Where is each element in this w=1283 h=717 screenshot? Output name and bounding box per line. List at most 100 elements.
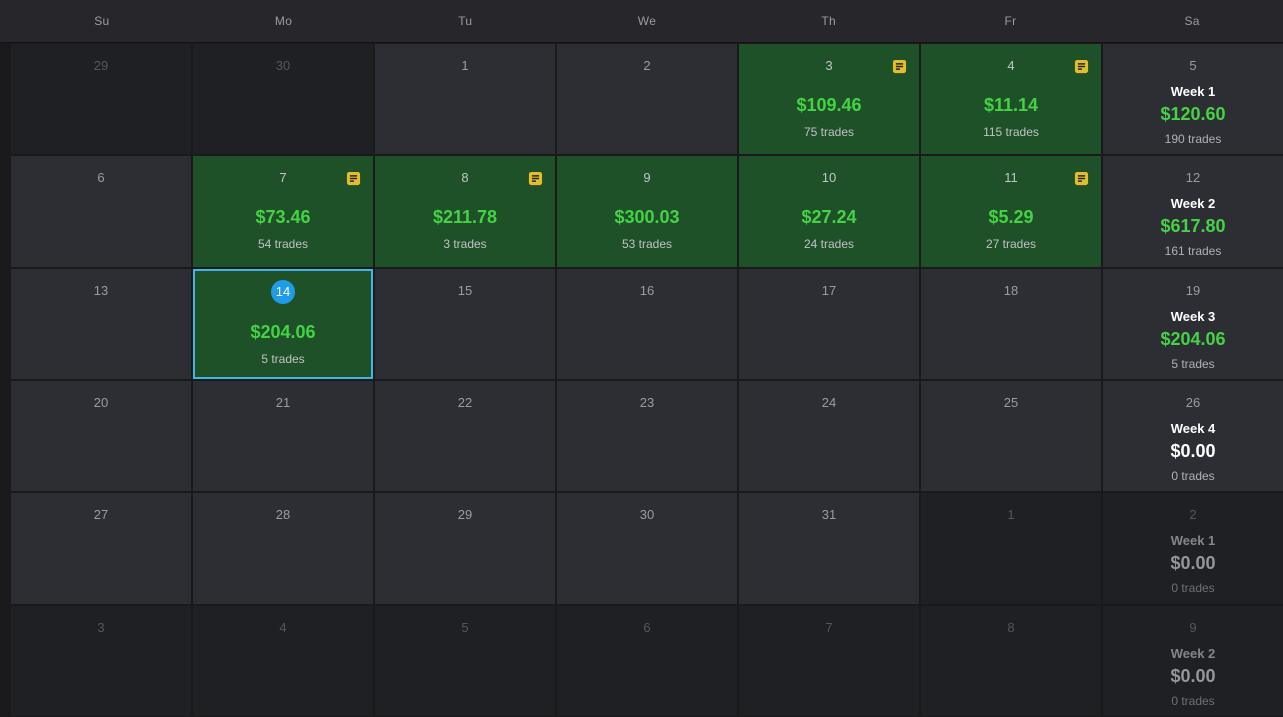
day-cell-28[interactable]: 28 (193, 493, 373, 604)
day-number-row: 1 (921, 506, 1101, 524)
selected-day-badge: 14 (271, 279, 295, 304)
day-cell-30[interactable]: 30 (557, 493, 737, 604)
day-cell-21[interactable]: 21 (193, 381, 373, 492)
day-cell-23[interactable]: 23 (557, 381, 737, 492)
day-cell-18[interactable]: 18 (921, 268, 1101, 379)
day-cell-8[interactable]: 8 (921, 605, 1101, 716)
day-number: 21 (275, 395, 291, 410)
day-pnl: $5.29 (988, 207, 1034, 228)
day-cell-3[interactable]: 3 (11, 605, 191, 716)
day-cell-24[interactable]: 24 (739, 381, 919, 492)
day-cell-27[interactable]: 27 (11, 493, 191, 604)
day-number-row: 6 (557, 619, 737, 637)
day-cell-3[interactable]: 3 $109.46 75 trades (739, 44, 919, 155)
day-number: 29 (93, 58, 109, 73)
weekday-label-tu: Tu (458, 14, 473, 28)
note-icon[interactable] (528, 171, 543, 186)
day-cell-9[interactable]: 9 $300.03 53 trades (557, 156, 737, 267)
day-cell-4[interactable]: 4 (193, 605, 373, 716)
day-cell-31[interactable]: 31 (739, 493, 919, 604)
day-number-row: 17 (739, 282, 919, 300)
day-number-row: 9 (1103, 619, 1283, 637)
day-cell-1[interactable]: 1 (921, 493, 1101, 604)
day-number: 23 (639, 395, 655, 410)
day-cell-4[interactable]: 4 $11.14 115 trades (921, 44, 1101, 155)
day-stats: $5.29 27 trades (921, 207, 1101, 251)
day-stats: $211.78 3 trades (375, 207, 555, 251)
day-cell-22[interactable]: 22 (375, 381, 555, 492)
day-number-row: 20 (11, 394, 191, 412)
day-number-row: 31 (739, 506, 919, 524)
day-trades: 115 trades (983, 125, 1039, 139)
day-number-row: 24 (739, 394, 919, 412)
day-number-row: 16 (557, 282, 737, 300)
day-number-row: 23 (557, 394, 737, 412)
week-trades: 0 trades (1171, 469, 1215, 483)
week-summary: Week 1 $120.60 190 trades (1103, 84, 1283, 146)
week-total: $0.00 (1170, 441, 1216, 461)
day-cell-29[interactable]: 29 (375, 493, 555, 604)
week-summary: Week 2 $617.80 161 trades (1103, 196, 1283, 258)
day-cell-17[interactable]: 17 (739, 268, 919, 379)
day-number-row: 30 (193, 57, 373, 75)
day-number-row: 27 (11, 506, 191, 524)
day-cell-2[interactable]: 2 (557, 44, 737, 155)
note-icon[interactable] (1074, 171, 1089, 186)
day-pnl: $109.46 (796, 95, 862, 115)
day-number-row: 25 (921, 394, 1101, 412)
day-pnl: $300.03 (614, 207, 680, 228)
day-cell-5[interactable]: 5 (375, 605, 555, 716)
day-number: 8 (461, 170, 469, 186)
day-number: 18 (1003, 282, 1019, 298)
day-number-row: 2 (557, 57, 737, 75)
week-summary: Week 3 $204.06 5 trades (1103, 309, 1283, 371)
day-number: 13 (93, 282, 109, 298)
day-number-row: 1 (375, 57, 555, 75)
day-number-row: 4 (921, 57, 1101, 75)
day-cell-10[interactable]: 10 $27.24 24 trades (739, 156, 919, 267)
day-cell-6[interactable]: 6 (557, 605, 737, 716)
day-trades: 53 trades (621, 237, 673, 252)
day-cell-13[interactable]: 13 (11, 268, 191, 379)
day-number-row: 2 (1103, 506, 1283, 524)
week-summary-cell-9: 9 Week 2 $0.00 0 trades (1103, 605, 1283, 716)
weekday-label-sa: Sa (1184, 14, 1200, 28)
day-cell-20[interactable]: 20 (11, 381, 191, 492)
day-cell-29[interactable]: 29 (11, 44, 191, 155)
day-number: 26 (1185, 395, 1201, 410)
day-number-row: 30 (557, 506, 737, 524)
day-number-row: 3 (11, 619, 191, 637)
day-stats: $300.03 53 trades (557, 207, 737, 251)
note-icon[interactable] (1074, 59, 1089, 74)
day-number: 1 (1007, 507, 1015, 523)
day-pnl: $204.06 (250, 321, 316, 342)
day-number: 30 (275, 58, 291, 73)
note-icon[interactable] (892, 59, 907, 74)
day-cell-30[interactable]: 30 (193, 44, 373, 155)
day-cell-14[interactable]: 14 $204.06 5 trades (193, 268, 373, 379)
weekday-label-fr: Fr (1004, 14, 1017, 28)
day-number: 12 (1185, 170, 1201, 186)
day-number-row: 8 (921, 619, 1101, 637)
day-number-row: 29 (375, 506, 555, 524)
day-number: 1 (461, 58, 469, 73)
day-cell-6[interactable]: 6 (11, 156, 191, 267)
day-cell-8[interactable]: 8 $211.78 3 trades (375, 156, 555, 267)
day-cell-25[interactable]: 25 (921, 381, 1101, 492)
day-number: 29 (457, 507, 473, 523)
day-number-row: 28 (193, 506, 373, 524)
day-cell-7[interactable]: 7 $73.46 54 trades (193, 156, 373, 267)
day-number-row: 3 (739, 57, 919, 75)
day-cell-11[interactable]: 11 $5.29 27 trades (921, 156, 1101, 267)
day-number: 15 (457, 282, 473, 298)
day-cell-7[interactable]: 7 (739, 605, 919, 716)
day-trades: 5 trades (261, 351, 305, 366)
note-icon[interactable] (346, 171, 361, 186)
day-cell-16[interactable]: 16 (557, 268, 737, 379)
day-number: 3 (97, 619, 105, 635)
day-number: 16 (639, 282, 655, 298)
day-number: 27 (93, 507, 109, 523)
day-cell-1[interactable]: 1 (375, 44, 555, 155)
day-cell-15[interactable]: 15 (375, 268, 555, 379)
